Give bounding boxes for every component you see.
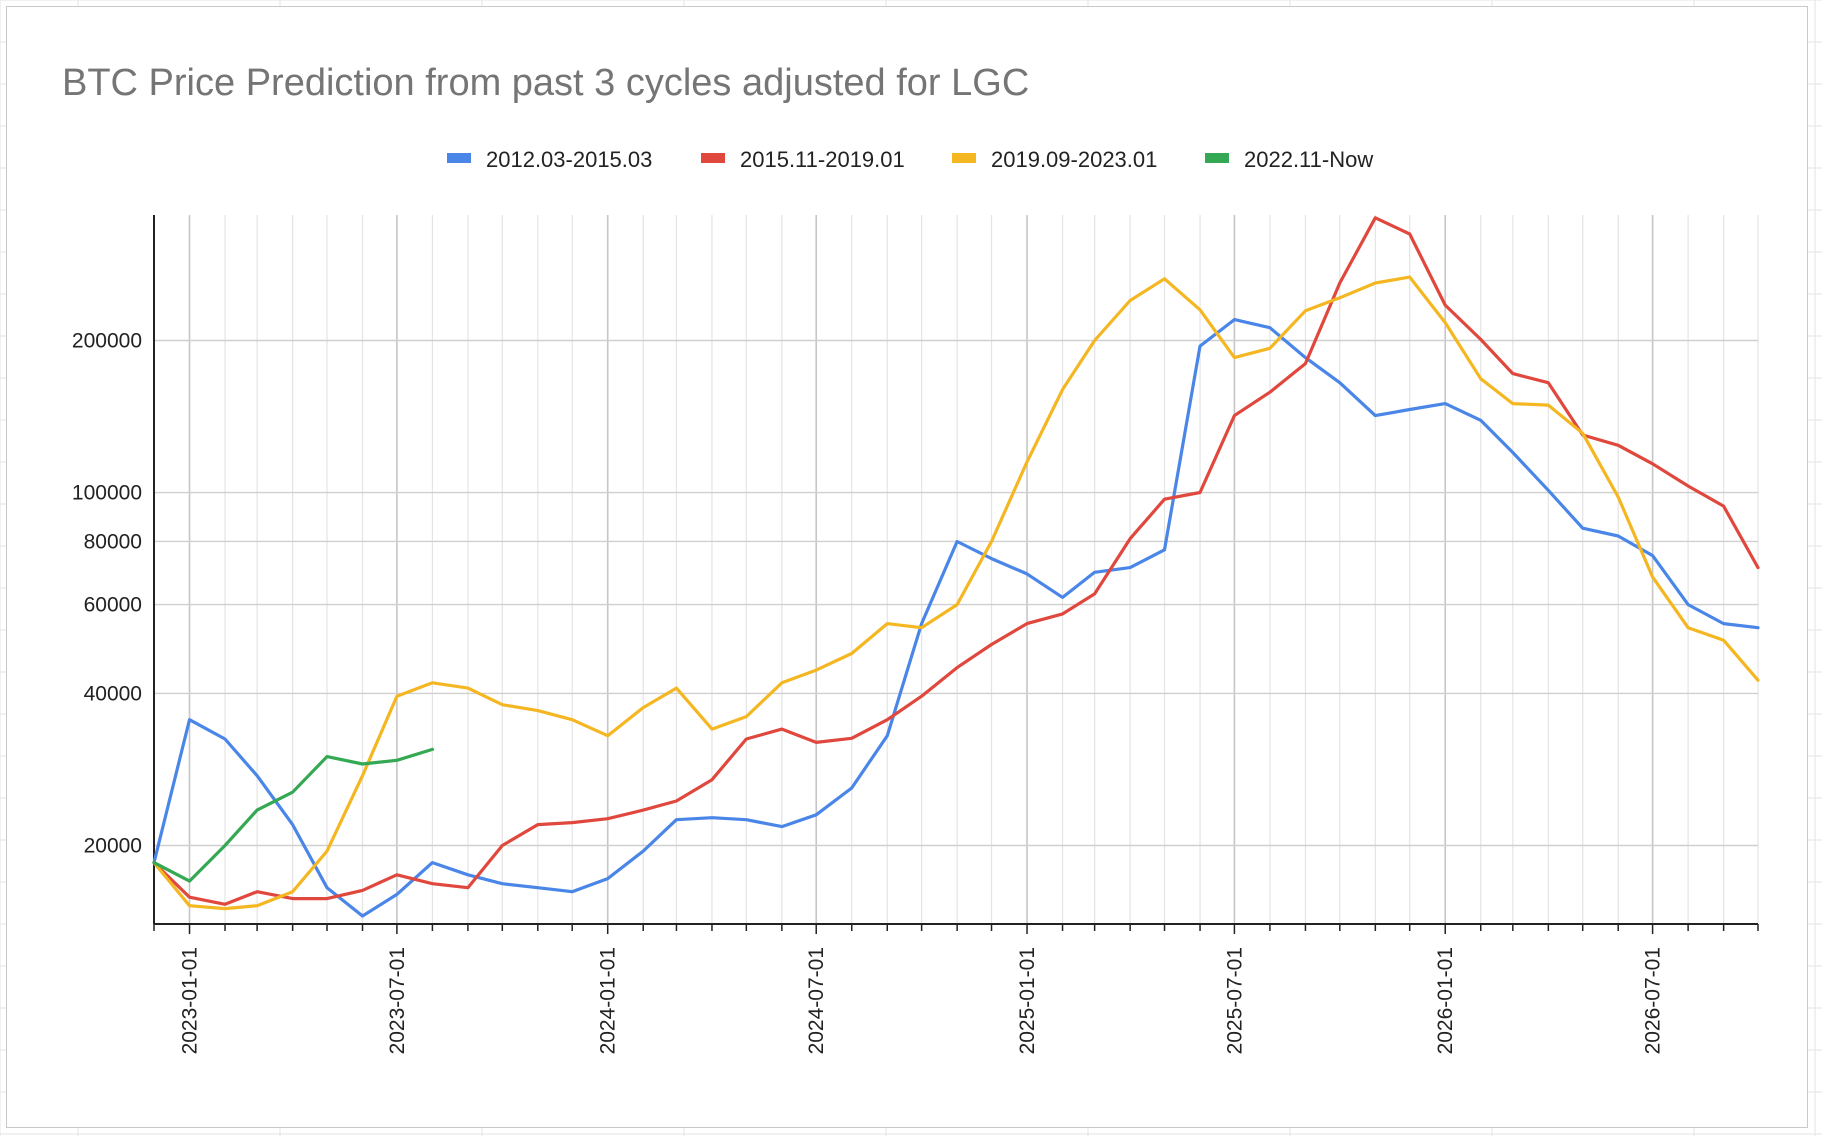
x-tick-label: 2023-01-01 — [179, 947, 202, 1054]
legend-swatch — [701, 153, 725, 163]
x-tick-label: 2023-07-01 — [386, 947, 409, 1054]
x-tick-label: 2025-07-01 — [1223, 947, 1246, 1054]
legend-label: 2012.03-2015.03 — [486, 147, 652, 172]
series-4 — [152, 747, 434, 883]
y-tick-label: 200000 — [72, 330, 142, 353]
series-3 — [152, 275, 1760, 911]
legend[interactable]: 2012.03-2015.03 2015.11-2019.01 2019.09-20… — [447, 147, 1373, 172]
gridlines — [153, 215, 1759, 924]
y-tick-label: 80000 — [84, 530, 142, 553]
y-tick-label: 40000 — [84, 682, 142, 705]
legend-label: 2015.11-2019.01 — [740, 147, 905, 172]
series-lines — [152, 216, 1760, 918]
chart-title: BTC Price Prediction from past 3 cycles … — [62, 62, 1029, 104]
y-tick-label: 60000 — [84, 594, 142, 617]
series-line — [152, 318, 1760, 918]
legend-swatch — [447, 153, 471, 163]
series-2 — [152, 216, 1760, 906]
legend-swatch — [1205, 153, 1229, 163]
line-chart: BTC Price Prediction from past 3 cycles … — [62, 62, 1760, 1054]
x-tick-label: 2024-01-01 — [597, 947, 620, 1054]
x-tick-label: 2025-01-01 — [1016, 947, 1039, 1054]
x-tick-label: 2026-07-01 — [1642, 947, 1665, 1054]
legend-item[interactable]: 2019.09-2023.01 — [952, 147, 1157, 172]
legend-swatch — [952, 153, 976, 163]
legend-item[interactable]: 2022.11-Now — [1205, 147, 1373, 172]
y-tick-label: 20000 — [84, 835, 142, 858]
y-axis-tick-labels: 20000 40000 60000 80000 100000 200000 — [72, 330, 142, 858]
axes — [153, 215, 1759, 934]
legend-label: 2022.11-Now — [1244, 147, 1373, 172]
series-line — [152, 216, 1760, 906]
x-tick-label: 2026-01-01 — [1434, 947, 1457, 1054]
y-tick-label: 100000 — [72, 482, 142, 505]
legend-item[interactable]: 2015.11-2019.01 — [701, 147, 905, 172]
legend-label: 2019.09-2023.01 — [991, 147, 1157, 172]
x-axis-tick-labels: 2023-01-01 2023-07-01 2024-01-01 2024-07-01… — [179, 947, 1665, 1054]
series-line — [152, 275, 1760, 911]
chart-card[interactable]: BTC Price Prediction from past 3 cycles … — [6, 6, 1808, 1128]
x-tick-label: 2024-07-01 — [805, 947, 828, 1054]
series-1 — [152, 318, 1760, 918]
legend-item[interactable]: 2012.03-2015.03 — [447, 147, 652, 172]
